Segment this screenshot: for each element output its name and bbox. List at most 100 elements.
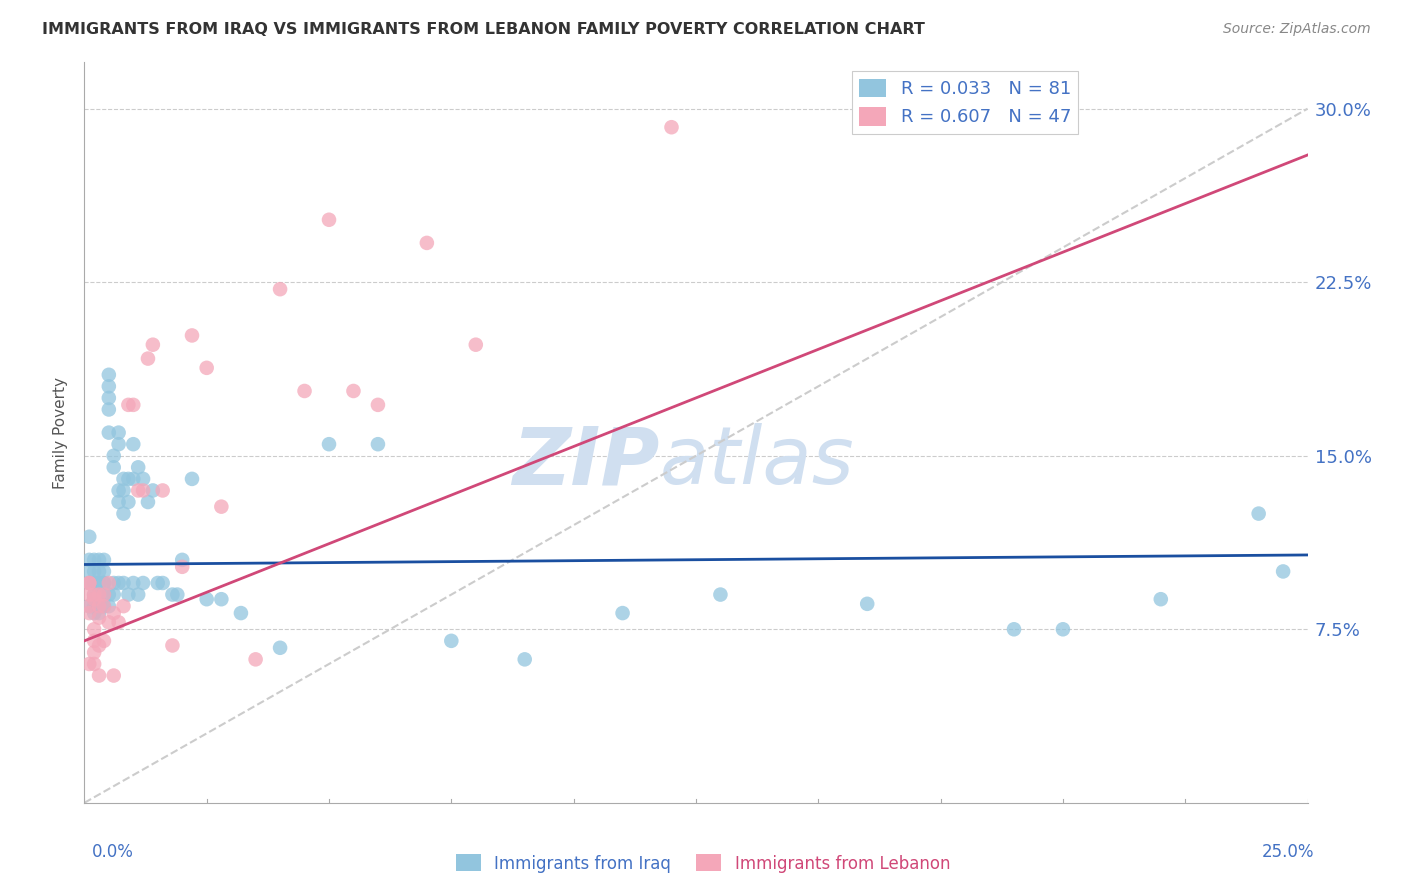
Point: [103, 606, 125, 620]
Point: [83, 588, 105, 602]
Point: [93, 599, 115, 614]
Point: [93, 553, 115, 567]
Point: [1002, 622, 1025, 636]
Point: [93, 576, 115, 591]
Point: [87, 592, 110, 607]
Point: [83, 576, 105, 591]
Point: [83, 645, 105, 659]
Point: [87, 599, 110, 614]
Point: [181, 328, 204, 343]
Point: [112, 599, 135, 614]
Point: [122, 472, 145, 486]
Point: [856, 597, 879, 611]
Point: [117, 588, 139, 602]
Point: [136, 495, 159, 509]
Point: [103, 460, 125, 475]
Point: [77, 553, 100, 567]
Point: [195, 592, 218, 607]
Point: [229, 606, 252, 620]
Point: [107, 576, 129, 591]
Text: atlas: atlas: [659, 423, 853, 501]
Point: [97, 615, 120, 630]
Point: [172, 553, 194, 567]
Point: [77, 530, 100, 544]
Point: [107, 615, 129, 630]
Point: [132, 472, 155, 486]
Point: [112, 472, 135, 486]
Legend: R = 0.033   N = 81, R = 0.607   N = 47: R = 0.033 N = 81, R = 0.607 N = 47: [852, 71, 1078, 134]
Point: [127, 460, 149, 475]
Point: [269, 640, 291, 655]
Point: [103, 576, 125, 591]
Point: [122, 576, 145, 591]
Point: [318, 212, 340, 227]
Point: [209, 592, 232, 607]
Point: [122, 398, 145, 412]
Point: [132, 576, 155, 591]
Point: [93, 588, 115, 602]
Point: [181, 472, 204, 486]
Point: [83, 576, 105, 591]
Point: [87, 588, 110, 602]
Point: [87, 599, 110, 614]
Point: [117, 472, 139, 486]
Point: [117, 495, 139, 509]
Point: [294, 384, 316, 398]
Point: [367, 398, 389, 412]
Text: IMMIGRANTS FROM IRAQ VS IMMIGRANTS FROM LEBANON FAMILY POVERTY CORRELATION CHART: IMMIGRANTS FROM IRAQ VS IMMIGRANTS FROM …: [42, 22, 925, 37]
Point: [107, 437, 129, 451]
Point: [83, 622, 105, 636]
Point: [97, 402, 120, 417]
Point: [142, 483, 165, 498]
Point: [93, 588, 115, 602]
Point: [87, 565, 110, 579]
Point: [97, 599, 120, 614]
Point: [513, 652, 536, 666]
Point: [77, 657, 100, 671]
Text: Source: ZipAtlas.com: Source: ZipAtlas.com: [1223, 22, 1371, 37]
Point: [112, 483, 135, 498]
Point: [83, 588, 105, 602]
Point: [142, 337, 165, 351]
Point: [709, 588, 731, 602]
Point: [166, 588, 188, 602]
Point: [112, 507, 135, 521]
Point: [93, 565, 115, 579]
Point: [87, 588, 110, 602]
Point: [612, 606, 634, 620]
Point: [87, 553, 110, 567]
Point: [269, 282, 291, 296]
Y-axis label: Family Poverty: Family Poverty: [53, 376, 69, 489]
Point: [107, 495, 129, 509]
Point: [112, 576, 135, 591]
Point: [245, 652, 267, 666]
Point: [1052, 622, 1074, 636]
Point: [127, 483, 149, 498]
Point: [152, 483, 174, 498]
Point: [318, 437, 340, 451]
Point: [132, 483, 155, 498]
Point: [103, 449, 125, 463]
Point: [83, 565, 105, 579]
Point: [122, 437, 145, 451]
Point: [416, 235, 439, 250]
Point: [97, 588, 120, 602]
Point: [77, 576, 100, 591]
Point: [127, 588, 149, 602]
Point: [77, 599, 100, 614]
Point: [107, 425, 129, 440]
Point: [117, 398, 139, 412]
Point: [209, 500, 232, 514]
Point: [87, 610, 110, 624]
Point: [136, 351, 159, 366]
Point: [367, 437, 389, 451]
Point: [162, 588, 184, 602]
Point: [77, 588, 100, 602]
Point: [83, 592, 105, 607]
Point: [97, 368, 120, 382]
Point: [77, 576, 100, 591]
Point: [342, 384, 364, 398]
Point: [97, 576, 120, 591]
Point: [440, 633, 463, 648]
Point: [195, 360, 218, 375]
